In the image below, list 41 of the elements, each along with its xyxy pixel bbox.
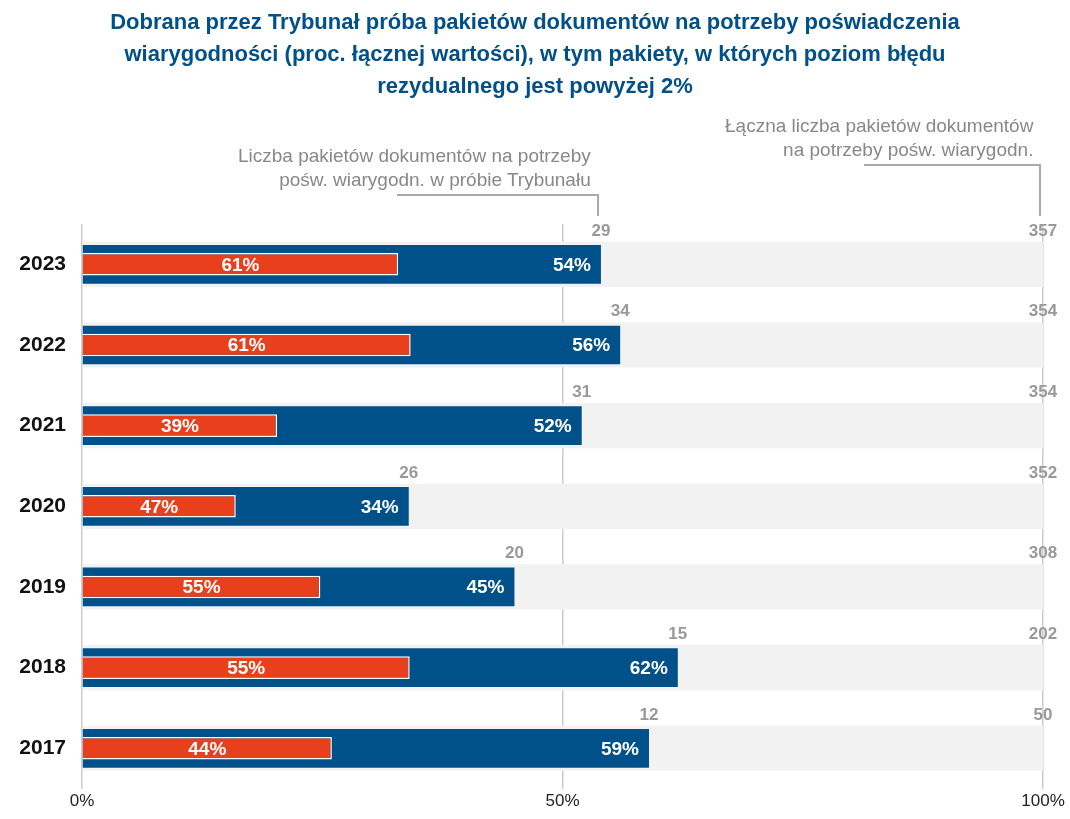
y-tick-label: 2023 (19, 251, 66, 275)
annotation: 357 (1028, 220, 1058, 240)
annotation: 31 (572, 382, 592, 402)
data-label: 59% (600, 737, 640, 759)
y-tick-label: 2018 (19, 654, 67, 678)
data-label: 56% (572, 334, 611, 356)
annotation: 20 (504, 543, 524, 563)
annotation: 29 (591, 220, 611, 240)
data-label: 62% (629, 656, 668, 678)
annotation: 354 (1028, 301, 1058, 321)
annotation: 352 (1028, 462, 1058, 482)
text: Łączna liczba pakietów dokumentów na potrzeby pośw. wiarygodn. (725, 114, 1034, 162)
annotation: 26 (399, 462, 419, 482)
y-tick-label: 2021 (19, 412, 67, 436)
y-tick-label: 2017 (19, 735, 66, 759)
annotation: 354 (1028, 382, 1058, 402)
data-label: 45% (466, 576, 505, 598)
annotation: 61% (227, 334, 266, 356)
data-label: 34% (360, 495, 399, 517)
annotation: 55% (227, 656, 266, 678)
annotation: 47% (140, 495, 179, 517)
x-tick-label: 0% (69, 791, 95, 811)
annotation: 44% (188, 737, 227, 759)
chart-title: Dobrana przez Trybunał próba pakietów dokumentów na potrzeby poświadczenia wiarygodności (proc. łącznej wartości), w tym pakiety, w których poziom błędu rezydualnego jest powyżej 2% (109, 8, 961, 100)
annotation: 308 (1028, 543, 1058, 563)
y-tick-label: 2020 (19, 493, 66, 517)
annotation: 55% (182, 576, 221, 598)
text: Liczba pakietów dokumentów na potrzeby pośw. wiarygodn. w próbie Trybunału (237, 144, 591, 192)
annotation: 34 (610, 301, 631, 321)
annotation: 61% (221, 253, 260, 275)
data-label: 54% (552, 253, 592, 275)
annotation: 15 (668, 624, 688, 644)
x-tick-label: 100% (1021, 791, 1065, 811)
y-tick-label: 2022 (19, 331, 66, 355)
annotation: 50 (1033, 704, 1053, 724)
annotation: 12 (639, 704, 659, 724)
x-tick-label: 50% (545, 791, 580, 811)
annotation: 39% (160, 414, 200, 436)
y-tick-label: 2019 (19, 573, 66, 597)
annotation: 202 (1028, 624, 1058, 644)
data-label: 52% (533, 414, 572, 436)
